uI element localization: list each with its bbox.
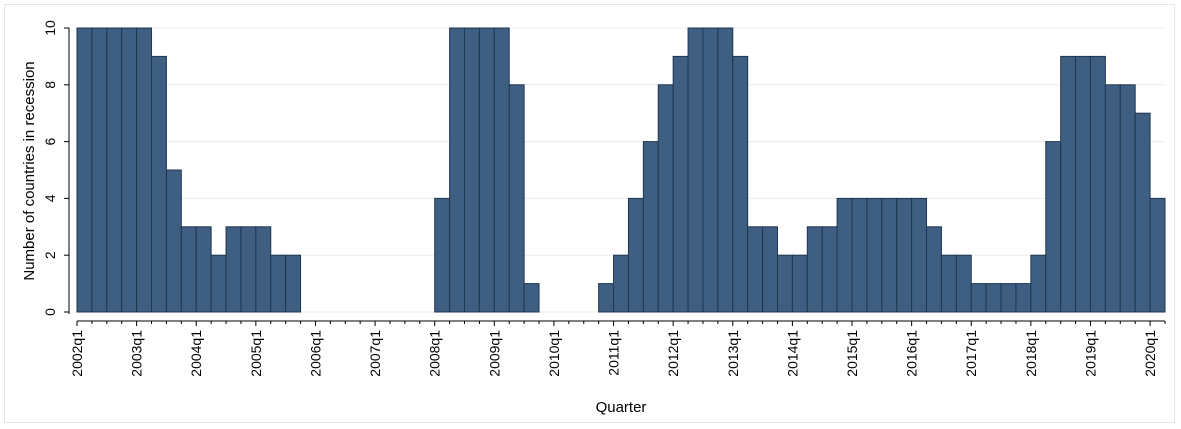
x-tick-label: 2003q1 xyxy=(129,330,145,377)
axes xyxy=(68,28,1165,322)
x-ticks: 2002q1 2003q1 2004q1 2005q1 2006q1 2007q1 2008… xyxy=(69,321,1166,377)
x-axis-title: Quarter xyxy=(596,399,647,416)
bar-2011q3 xyxy=(642,141,659,313)
bar-2009q1 xyxy=(493,27,510,313)
x-tick-label: 2006q1 xyxy=(307,330,323,377)
x-tick-label: 2017q1 xyxy=(963,330,979,377)
bar-2008q4 xyxy=(478,27,495,313)
bar-undefined xyxy=(1149,197,1166,313)
bar-2008q2 xyxy=(449,27,466,313)
y-tick-label: 6 xyxy=(42,137,58,145)
y-tick-label: 0 xyxy=(42,308,58,316)
bar-2018q3 xyxy=(1060,55,1077,313)
bar-2019q4 xyxy=(1134,112,1151,313)
bar-2005q2 xyxy=(270,254,287,313)
bar-2003q2 xyxy=(151,55,167,313)
bar-2016q4 xyxy=(955,254,972,313)
bar-2014q1 xyxy=(791,254,808,313)
bar-2004q2 xyxy=(210,254,227,313)
bar-2019q3 xyxy=(1119,84,1136,313)
bars xyxy=(76,27,1166,313)
bar-2018q1 xyxy=(1030,254,1047,313)
bar-2013q2 xyxy=(747,226,764,313)
bar-2018q2 xyxy=(1045,141,1062,313)
bar-2018q4 xyxy=(1075,55,1091,313)
bar-2016q2 xyxy=(926,226,942,313)
bar-2014q4 xyxy=(836,197,853,313)
x-tick-label: 2013q1 xyxy=(725,330,741,377)
bar-2017q1 xyxy=(970,283,987,313)
bar-2011q1 xyxy=(613,254,629,313)
bar-2003q3 xyxy=(165,169,182,313)
bar-2008q3 xyxy=(464,27,480,313)
bar-2017q2 xyxy=(985,283,1002,313)
x-tick-label: 2009q1 xyxy=(486,330,502,377)
bar-2010q4 xyxy=(598,283,615,313)
bar-2012q4 xyxy=(717,27,734,313)
x-tick-label: 2019q1 xyxy=(1082,330,1098,377)
bar-2002q3 xyxy=(106,27,123,313)
bar-2005q3 xyxy=(285,254,302,313)
x-tick-label: 2010q1 xyxy=(546,330,562,377)
bar-2005q1 xyxy=(255,226,272,313)
bar-2017q3 xyxy=(1000,283,1017,313)
bar-2016q1 xyxy=(911,197,928,313)
x-tick-label: 2008q1 xyxy=(427,330,443,377)
bar-2014q2 xyxy=(806,226,823,313)
y-tick-label: 10 xyxy=(42,20,58,36)
bar-2003q4 xyxy=(180,226,197,313)
bar-2015q3 xyxy=(881,197,898,313)
bar-2008q1 xyxy=(434,197,451,313)
x-tick-label: 2014q1 xyxy=(784,330,800,377)
x-tick-label: 2002q1 xyxy=(69,330,85,377)
x-tick-label: 2005q1 xyxy=(248,330,264,377)
bar-2012q3 xyxy=(702,27,719,313)
x-tick-label: 2015q1 xyxy=(844,330,860,377)
bar-2013q3 xyxy=(762,226,778,313)
bar-2011q4 xyxy=(657,84,674,313)
y-tick-label: 8 xyxy=(42,81,58,89)
bar-2012q1 xyxy=(672,55,689,313)
x-tick-label: 2007q1 xyxy=(367,330,383,377)
bar-2004q3 xyxy=(225,226,242,313)
x-tick-label: 2018q1 xyxy=(1023,330,1039,377)
bar-2003q1 xyxy=(136,27,153,313)
x-tick-label: 2016q1 xyxy=(904,330,920,377)
y-axis-title: Number of countries in recession xyxy=(21,61,38,280)
x-tick-label: 2020q1 xyxy=(1142,330,1158,377)
bar-2014q3 xyxy=(821,226,838,313)
bar-2015q1 xyxy=(851,197,868,313)
bar-2002q1 xyxy=(76,27,93,313)
bar-2011q2 xyxy=(627,197,644,313)
bar-2013q4 xyxy=(776,254,793,313)
bar-2019q2 xyxy=(1104,84,1121,313)
chart-frame xyxy=(4,4,1175,423)
bar-2004q4 xyxy=(240,226,257,313)
y-tick-label: 4 xyxy=(42,194,58,202)
bar-2015q4 xyxy=(896,197,913,313)
bar-2002q4 xyxy=(121,27,138,313)
x-tick-label: 2004q1 xyxy=(188,330,204,377)
bar-2017q4 xyxy=(1015,283,1032,313)
bar-2009q3 xyxy=(523,283,540,313)
y-tick-label: 2 xyxy=(42,251,58,259)
bar-2015q2 xyxy=(866,197,883,313)
bar-2016q3 xyxy=(940,254,957,313)
x-tick-label: 2011q1 xyxy=(606,330,622,376)
y-ticks: 0 2 4 6 8 10 xyxy=(42,20,69,316)
bar-2019q1 xyxy=(1089,55,1106,313)
bar-2009q2 xyxy=(508,84,525,313)
bar-2013q1 xyxy=(732,55,749,313)
bar-2004q1 xyxy=(195,226,212,313)
bar-2012q2 xyxy=(687,27,704,313)
bar-2002q2 xyxy=(91,27,108,313)
x-tick-label: 2012q1 xyxy=(665,330,681,377)
